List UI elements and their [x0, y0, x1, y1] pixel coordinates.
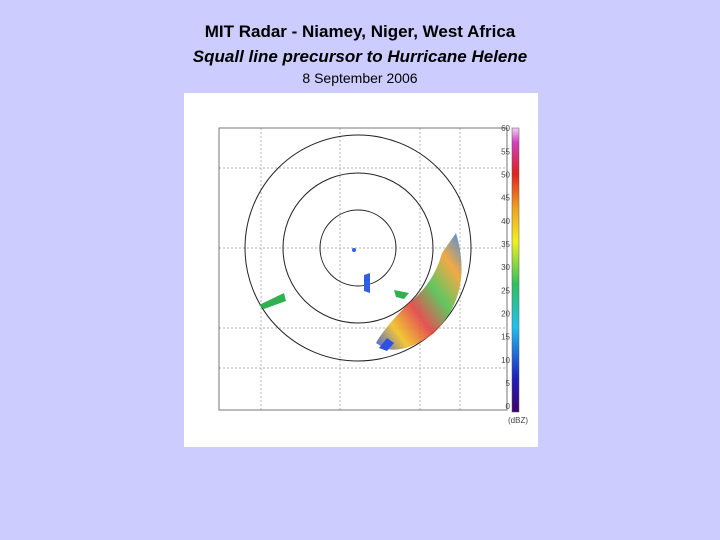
- colorbar-label: 40: [501, 217, 510, 226]
- colorbar-label: 25: [501, 286, 510, 295]
- radar-image: 0 5 10 15 20 25 30 35 40 45 50 55 60 (dBZ): [184, 93, 538, 447]
- colorbar-label: 55: [501, 147, 510, 156]
- colorbar-label: 10: [501, 356, 510, 365]
- colorbar-label: 50: [501, 170, 510, 179]
- title: MIT Radar - Niamey, Niger, West Africa: [204, 22, 516, 41]
- date: 8 September 2006: [302, 70, 418, 86]
- colorbar-label: 20: [501, 309, 510, 318]
- colorbar-label: 35: [501, 240, 510, 249]
- colorbar-label: 5: [506, 379, 511, 388]
- colorbar-label: 30: [501, 263, 510, 272]
- colorbar-label: 15: [501, 333, 510, 342]
- subtitle: Squall line precursor to Hurricane Helen…: [192, 47, 528, 66]
- colorbar-label: 0: [506, 402, 511, 411]
- colorbar-label: (dBZ): [508, 416, 528, 425]
- colorbar-label: 60: [501, 124, 510, 133]
- colorbar-label: 45: [501, 194, 510, 203]
